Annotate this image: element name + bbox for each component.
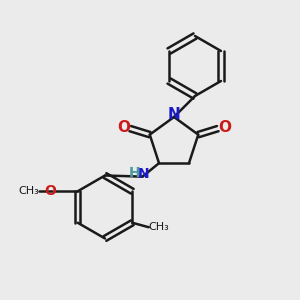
Text: O: O: [44, 184, 56, 198]
Text: O: O: [218, 120, 231, 135]
Text: H: H: [128, 166, 140, 180]
Text: CH₃: CH₃: [19, 186, 40, 196]
Text: CH₃: CH₃: [148, 222, 169, 232]
Text: N: N: [138, 167, 150, 181]
Text: N: N: [168, 106, 180, 122]
Text: O: O: [117, 120, 130, 135]
